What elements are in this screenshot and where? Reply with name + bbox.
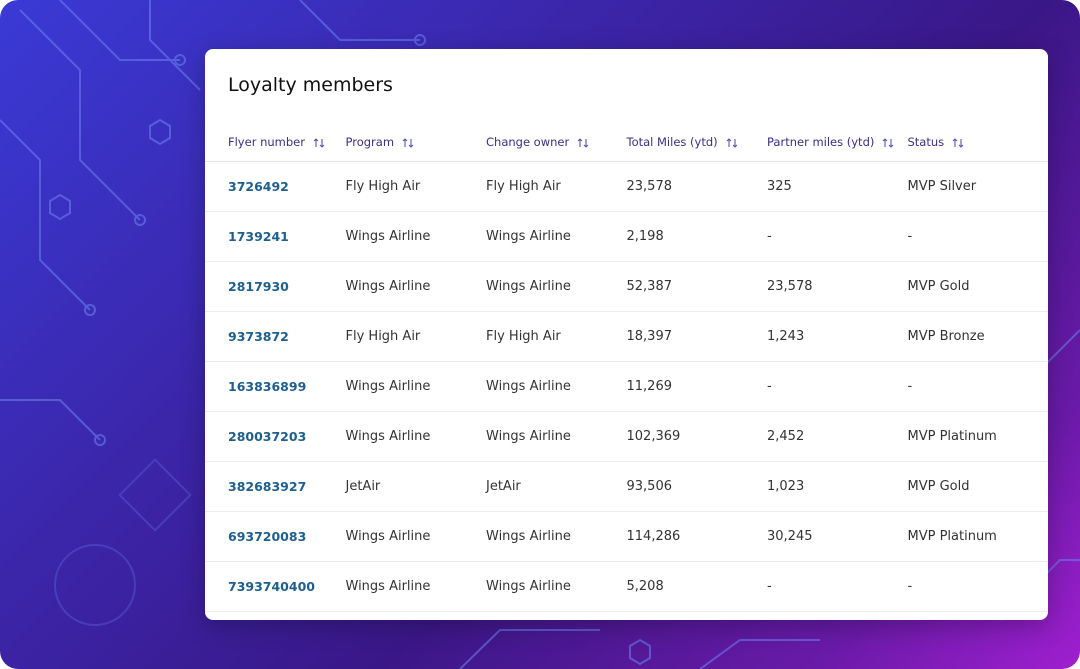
table-cell: Wings Airline — [345, 361, 486, 412]
table-cell: Wings Airline — [345, 511, 486, 562]
table-cell: 102,369 — [626, 411, 767, 462]
table-cell: Wings Airline — [345, 411, 486, 462]
table-cell: Fly High Air — [486, 161, 627, 212]
table-cell: MVP Platinum — [907, 511, 1048, 562]
table-cell: Wings Airline — [486, 211, 627, 262]
sort-icon[interactable] — [313, 137, 325, 149]
column-header[interactable]: Flyer number — [205, 123, 346, 162]
members-table: Flyer number Program Change owner Total Mil… — [205, 123, 1048, 612]
card-title: Loyalty members — [228, 74, 393, 96]
flyer-number-link[interactable]: 3726492 — [205, 161, 346, 212]
flyer-number-link[interactable]: 163836899 — [205, 361, 346, 412]
table-cell: MVP Gold — [907, 261, 1048, 312]
column-header[interactable]: Total Miles (ytd) — [626, 123, 767, 162]
table-body: 3726492 Fly High Air Fly High Air 23,578 325… — [205, 161, 1048, 612]
header-label: Program — [345, 135, 395, 149]
table-cell: - — [907, 561, 1048, 612]
table-row: 280037203 Wings Airline Wings Airline 102,3… — [205, 411, 1048, 462]
table-cell: 2,198 — [626, 211, 767, 262]
table-cell: Wings Airline — [486, 561, 627, 612]
table-row: 1739241 Wings Airline Wings Airline 2,198- - — [205, 211, 1048, 262]
column-header[interactable]: Status — [907, 123, 1048, 162]
column-header[interactable]: Partner miles (ytd) — [767, 123, 908, 162]
sort-icon[interactable] — [952, 137, 964, 149]
table-cell: 5,208 — [626, 561, 767, 612]
table-cell: 52,387 — [626, 261, 767, 312]
flyer-number-link[interactable]: 2817930 — [205, 261, 346, 312]
header-row: Flyer number Program Change owner Total Mil… — [205, 123, 1048, 162]
flyer-number-link[interactable]: 7393740400 — [205, 561, 346, 612]
header-label: Total Miles (ytd) — [626, 135, 718, 149]
table-row: 9373872 Fly High Air Fly High Air 18,397 1,2… — [205, 311, 1048, 362]
header-label: Partner miles (ytd) — [767, 135, 875, 149]
flyer-number-link[interactable]: 280037203 — [205, 411, 346, 462]
table-cell: JetAir — [345, 461, 486, 512]
table-cell: 30,245 — [767, 511, 908, 562]
flyer-number-link[interactable]: 382683927 — [205, 461, 346, 512]
table-cell: Wings Airline — [486, 261, 627, 312]
card: Loyalty members Flyer number Program Chang… — [205, 49, 1048, 620]
table-cell: MVP Gold — [907, 461, 1048, 512]
sort-icon[interactable] — [402, 137, 414, 149]
sort-icon[interactable] — [726, 137, 738, 149]
table-cell: MVP Bronze — [907, 311, 1048, 362]
flyer-number-link[interactable]: 693720083 — [205, 511, 346, 562]
table-cell: 1,023 — [767, 461, 908, 512]
table-cell: Fly High Air — [345, 161, 486, 212]
table-row: 163836899 Wings Airline Wings Airline 11,26… — [205, 361, 1048, 412]
table-row: 693720083 Wings Airline Wings Airline 114,2… — [205, 511, 1048, 562]
table-cell: Wings Airline — [486, 511, 627, 562]
sort-icon[interactable] — [882, 137, 894, 149]
table-cell: 11,269 — [626, 361, 767, 412]
table-cell: MVP Silver — [907, 161, 1048, 212]
table-cell: 23,578 — [767, 261, 908, 312]
table-cell: - — [907, 211, 1048, 262]
table-row: 7393740400 Wings Airline Wings Airline 5,20… — [205, 561, 1048, 612]
table-cell: 2,452 — [767, 411, 908, 462]
table-cell: JetAir — [486, 461, 627, 512]
table-cell: Wings Airline — [345, 211, 486, 262]
table-cell: Wings Airline — [486, 411, 627, 462]
table-cell: 325 — [767, 161, 908, 212]
table-cell: - — [767, 561, 908, 612]
table-row: 3726492 Fly High Air Fly High Air 23,578 325… — [205, 161, 1048, 212]
table-cell: 114,286 — [626, 511, 767, 562]
table-row: 2817930 Wings Airline Wings Airline 52,387 2… — [205, 261, 1048, 312]
flyer-number-link[interactable]: 1739241 — [205, 211, 346, 262]
table-cell: MVP Platinum — [907, 411, 1048, 462]
column-header[interactable]: Program — [345, 123, 486, 162]
table-cell: Fly High Air — [345, 311, 486, 362]
table-cell: 93,506 — [626, 461, 767, 512]
table-cell: - — [767, 211, 908, 262]
table-cell: 18,397 — [626, 311, 767, 362]
sort-icon[interactable] — [577, 137, 589, 149]
table-cell: - — [907, 361, 1048, 412]
header-label: Flyer number — [228, 135, 305, 149]
flyer-number-link[interactable]: 9373872 — [205, 311, 346, 362]
header-label: Status — [907, 135, 945, 149]
table-cell: - — [767, 361, 908, 412]
table-cell: Wings Airline — [345, 261, 486, 312]
header-label: Change owner — [486, 135, 570, 149]
column-header[interactable]: Change owner — [486, 123, 627, 162]
table-cell: Wings Airline — [345, 561, 486, 612]
table-cell: 23,578 — [626, 161, 767, 212]
table-cell: 1,243 — [767, 311, 908, 362]
table-row: 382683927 JetAir JetAir 93,506 1,023 MVP Gold — [205, 461, 1048, 512]
table-cell: Fly High Air — [486, 311, 627, 362]
table-cell: Wings Airline — [486, 361, 627, 412]
